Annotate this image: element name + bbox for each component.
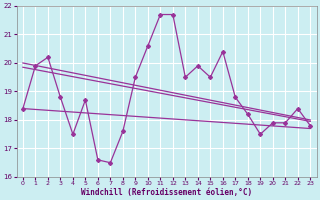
X-axis label: Windchill (Refroidissement éolien,°C): Windchill (Refroidissement éolien,°C) <box>81 188 252 197</box>
